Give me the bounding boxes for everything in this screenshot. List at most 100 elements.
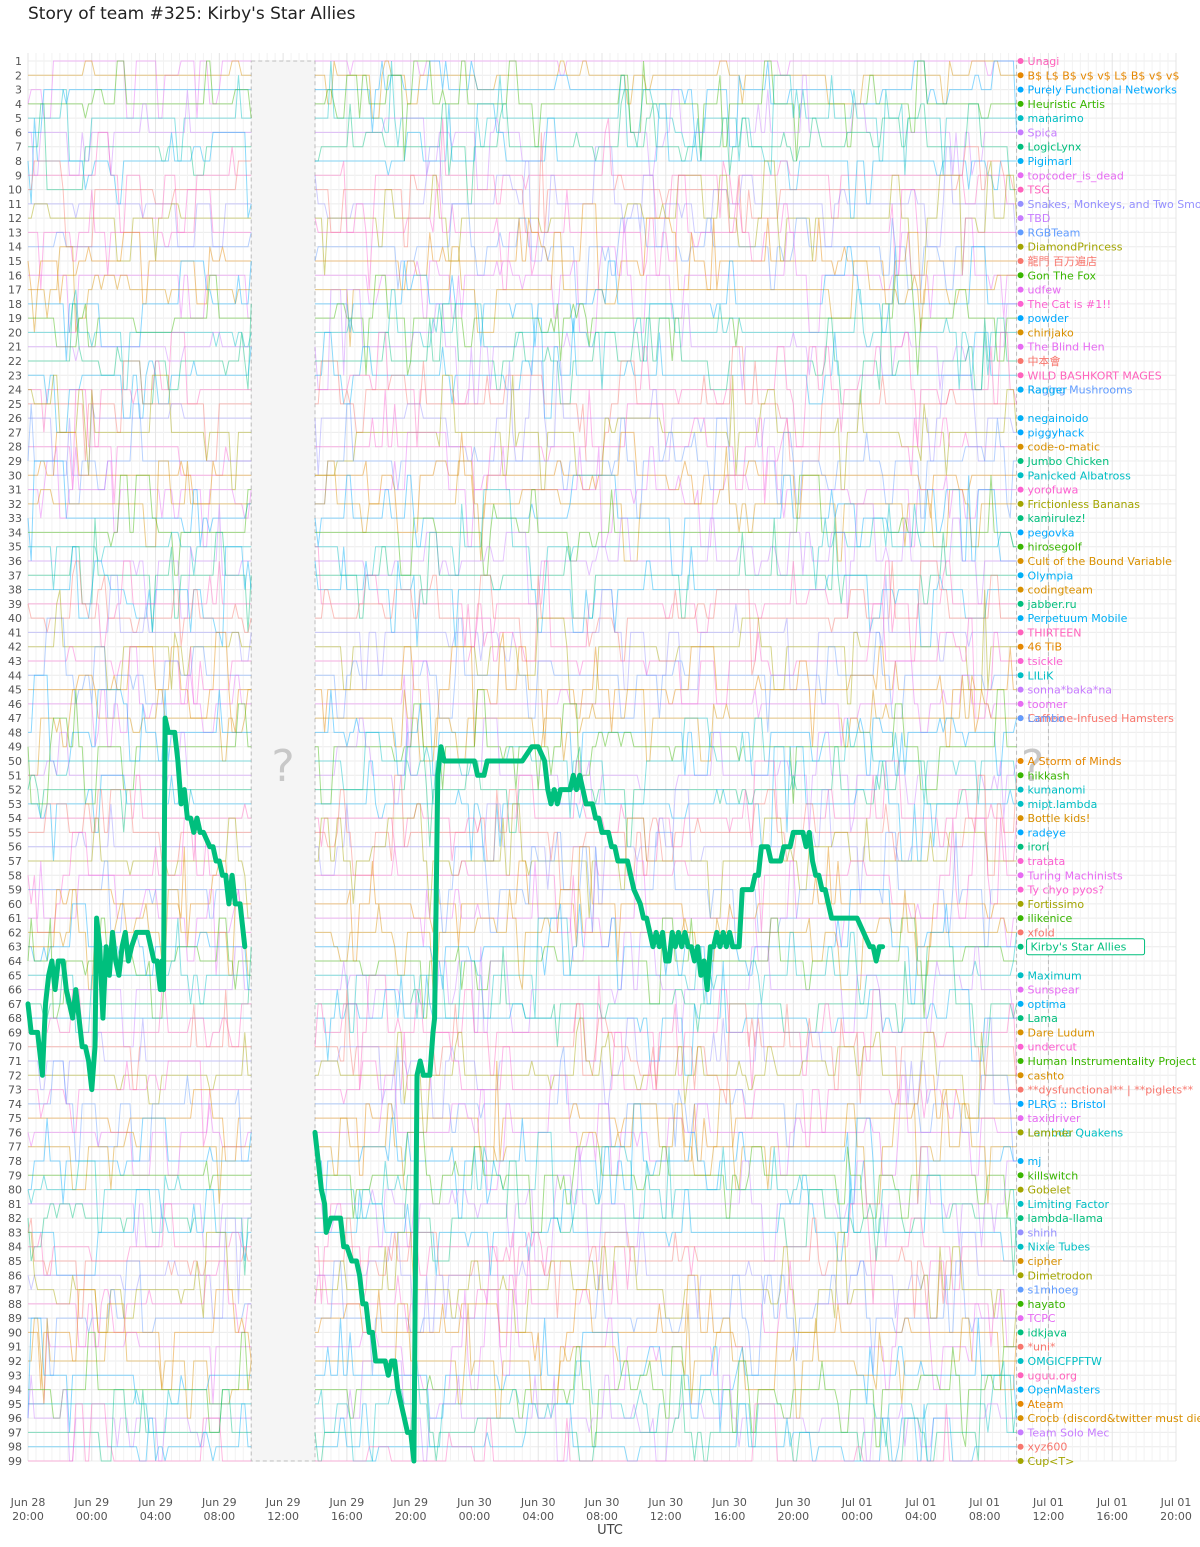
team-rank-line [315, 389, 1017, 504]
rank-tick-label: 36 [8, 555, 22, 568]
team-label: lambda-llama [1028, 1212, 1104, 1225]
x-tick-label-date: Jul 01 [1032, 1496, 1064, 1509]
team-label: Jumbo Chicken [1027, 455, 1110, 468]
team-marker-dot [1017, 929, 1024, 936]
team-label: Gon The Fox [1028, 269, 1097, 282]
team-rank-line [315, 1360, 1017, 1462]
rank-tick-label: 26 [8, 412, 22, 425]
team-label: Ty chyo pyos? [1027, 884, 1105, 897]
rank-tick-label: 51 [8, 769, 22, 782]
team-rank-line [27, 1103, 252, 1176]
team-rank-line [28, 460, 252, 548]
rank-tick-label: 44 [8, 669, 22, 682]
team-label: code-o-matic [1028, 441, 1100, 454]
rank-tick-label: 17 [8, 284, 22, 297]
team-marker-dot [1017, 1029, 1024, 1036]
x-tick-label-time: 12:00 [267, 1510, 299, 1523]
team-rank-line [28, 1117, 252, 1204]
x-tick-label-time: 12:00 [650, 1510, 682, 1523]
team-rank-line [315, 632, 1017, 748]
x-tick-label-date: Jun 30 [711, 1496, 747, 1509]
team-rank-line [28, 1331, 252, 1433]
team-marker-dot [1017, 1343, 1024, 1350]
team-rank-line [315, 60, 1017, 162]
team-rank-line [28, 60, 252, 76]
team-rank-line [28, 689, 252, 776]
team-rank-line [315, 1003, 1017, 1119]
team-marker-dot [1017, 1272, 1024, 1279]
team-rank-line [315, 503, 1017, 619]
team-rank-line [28, 189, 252, 290]
team-label: Lambo [1028, 712, 1066, 725]
team-rank-line [315, 1074, 1017, 1191]
team-marker-dot [1017, 786, 1024, 793]
team-rank-line [28, 1389, 252, 1462]
team-rank-line [28, 1131, 252, 1204]
team-rank-line [28, 374, 252, 491]
x-tick-label-time: 16:00 [714, 1510, 746, 1523]
team-label: 龍門 百万遍店 [1028, 254, 1098, 268]
highlight-team-rank-line [25, 715, 248, 1093]
team-rank-line [315, 946, 1018, 1048]
rank-tick-label: 9 [15, 169, 22, 182]
team-label: Unagi [1028, 55, 1060, 68]
rank-tick-label: 47 [8, 712, 22, 725]
team-rank-line [28, 860, 252, 976]
team-rank-line [28, 360, 252, 462]
rank-tick-label: 75 [8, 1112, 22, 1125]
team-rank-line [315, 917, 1017, 1019]
team-label: shinh [1028, 1226, 1058, 1239]
data-gap-question-mark: ? [271, 741, 294, 792]
team-marker-dot [1017, 1458, 1024, 1464]
team-label: Panicked Albatross [1028, 469, 1132, 482]
team-marker-dot [1017, 829, 1024, 836]
team-rank-line [315, 675, 1017, 762]
team-rank-line [314, 360, 1017, 476]
team-label: Turing Machinists [1027, 869, 1123, 882]
rank-tick-label: 22 [8, 355, 22, 368]
team-rank-line [315, 846, 1017, 962]
rank-tick-label: 96 [8, 1412, 22, 1425]
team-rank-line [28, 1231, 252, 1333]
team-marker-dot [1017, 986, 1024, 993]
rank-tick-label: 7 [15, 141, 22, 154]
team-label: Spica [1028, 126, 1058, 139]
rank-tick-label: 3 [15, 84, 22, 97]
team-rank-line [315, 789, 1017, 905]
team-marker-dot [1017, 229, 1024, 236]
team-label: s1mhoeg [1028, 1284, 1079, 1297]
rank-tick-label: 33 [8, 512, 22, 525]
team-label: Fortissimo [1028, 898, 1085, 911]
team-marker-dot [1017, 672, 1024, 679]
team-rank-line [315, 274, 1017, 376]
team-rank-line [27, 118, 252, 219]
team-rank-line [27, 60, 252, 119]
team-marker-dot [1017, 700, 1024, 707]
rank-tick-label: 73 [8, 1084, 22, 1097]
team-marker-dot [1017, 258, 1024, 264]
team-label: Olympia [1028, 569, 1074, 582]
team-label: Ranger [1028, 384, 1068, 397]
team-rank-line [315, 546, 1017, 662]
team-label: DiamondPrincess [1028, 241, 1123, 254]
team-rank-line [315, 746, 1017, 862]
rank-tick-label: 57 [8, 855, 22, 868]
team-rank-line [28, 389, 252, 504]
team-marker-dot [1017, 100, 1024, 107]
rank-tick-label: 87 [8, 1284, 22, 1297]
team-marker-dot [1017, 1286, 1024, 1293]
team-rank-line [27, 460, 252, 562]
rank-tick-label: 78 [8, 1155, 22, 1168]
rank-tick-label: 53 [8, 798, 22, 811]
rank-tick-label: 88 [8, 1298, 22, 1311]
rank-tick-label: 64 [8, 955, 22, 968]
team-marker-dot [1017, 629, 1024, 636]
team-label: LogicLynx [1028, 141, 1082, 154]
team-label: hayato [1028, 1298, 1066, 1311]
team-marker-dot [1017, 586, 1024, 593]
rank-tick-label: 56 [8, 841, 22, 854]
team-rank-line [27, 1217, 252, 1319]
team-rank-line [28, 274, 252, 348]
team-label: mipt.lambda [1028, 798, 1098, 811]
